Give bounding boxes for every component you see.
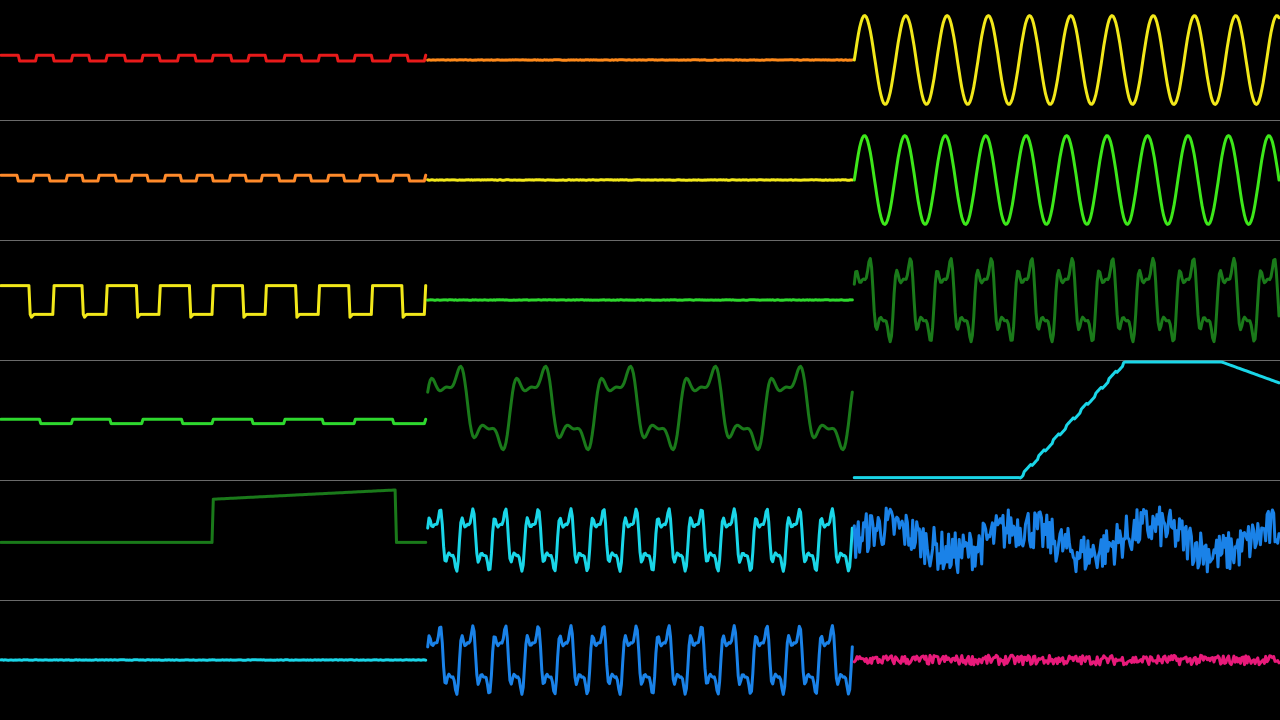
waveform-channel-7 — [0, 284, 428, 319]
waveform-channel-12 — [852, 360, 1280, 480]
waveform-channel-17 — [426, 624, 854, 696]
channel-dividers — [0, 120, 1280, 601]
waveform-channel-10 — [0, 417, 428, 426]
waveform-traces — [0, 14, 1280, 696]
waveform-channel-3 — [852, 14, 1280, 106]
waveform-channel-11 — [426, 364, 854, 452]
waveform-channel-15 — [852, 505, 1280, 575]
waveform-channel-9 — [852, 256, 1280, 344]
waveform-channel-4 — [0, 173, 428, 183]
waveform-channel-1 — [0, 53, 428, 63]
waveform-channel-13 — [0, 488, 428, 544]
waveform-channel-6 — [852, 134, 1280, 226]
waveform-channel-14 — [426, 507, 854, 573]
waveform-channel-18 — [852, 653, 1280, 667]
